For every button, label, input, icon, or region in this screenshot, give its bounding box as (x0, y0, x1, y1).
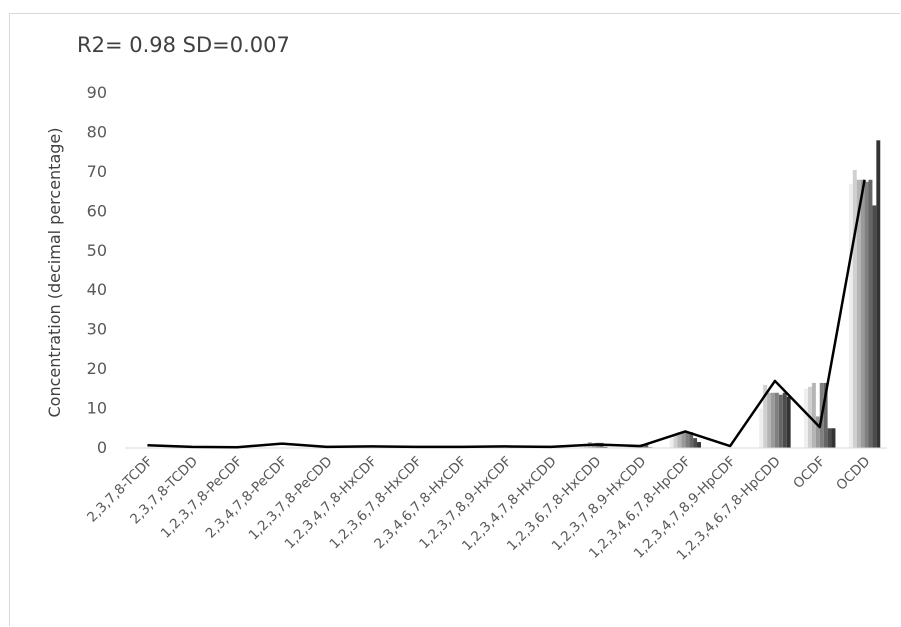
bar (831, 428, 836, 448)
y-tick-label: 80 (87, 122, 107, 141)
bar (804, 388, 808, 448)
x-tick-label: 1,2,3,7,8-PeCDF (158, 454, 246, 542)
bar (603, 446, 608, 448)
bar (628, 446, 633, 448)
bar (823, 382, 828, 448)
bar (583, 446, 588, 448)
bar (644, 444, 649, 448)
bar (697, 442, 701, 448)
x-tick-label: 1,2,3,7,8-PeCDD (246, 454, 336, 544)
y-tick-label: 90 (87, 83, 107, 102)
bar (693, 438, 698, 448)
bar (624, 446, 629, 448)
bar (868, 179, 873, 448)
y-axis-label: Concentration (decimal percentage) (45, 127, 64, 417)
y-tick-label: 30 (87, 320, 107, 339)
y-tick-label: 0 (97, 438, 107, 457)
series-line (147, 179, 866, 449)
x-tick-label: OCDD (833, 454, 873, 494)
bar (677, 432, 682, 448)
bar (763, 384, 768, 448)
bar (767, 392, 772, 448)
bar (860, 179, 865, 448)
bar (782, 392, 787, 448)
bar (815, 416, 820, 448)
bar (689, 432, 694, 448)
bar (632, 446, 637, 448)
bar (778, 394, 783, 448)
bar (848, 183, 853, 448)
bar (636, 446, 641, 448)
chart-annotation: R2= 0.98 SD=0.007 (77, 33, 290, 57)
y-tick-label: 70 (87, 162, 107, 181)
bar (876, 140, 881, 448)
bar (774, 392, 779, 448)
bar (669, 438, 674, 448)
chart-frame (9, 13, 900, 626)
bar (771, 392, 775, 448)
y-tick-label: 10 (87, 399, 107, 418)
y-tick-label: 60 (87, 201, 107, 220)
bar (872, 205, 877, 448)
y-tick-label: 20 (87, 359, 107, 378)
x-tick-label: 2,3,4,7,8-PeCDF (203, 454, 291, 542)
bar (856, 179, 861, 448)
bar (811, 382, 816, 448)
bar (591, 445, 596, 448)
bar (786, 396, 791, 448)
bar (864, 181, 869, 448)
bar (681, 431, 686, 448)
bar (827, 428, 832, 448)
bar (759, 408, 764, 448)
bar (579, 446, 584, 448)
y-tick-label: 50 (87, 241, 107, 260)
bar (685, 433, 690, 448)
x-tick-label: OCDF (790, 454, 828, 492)
bar (852, 169, 857, 449)
bar (673, 434, 678, 448)
y-tick-label: 40 (87, 280, 107, 299)
